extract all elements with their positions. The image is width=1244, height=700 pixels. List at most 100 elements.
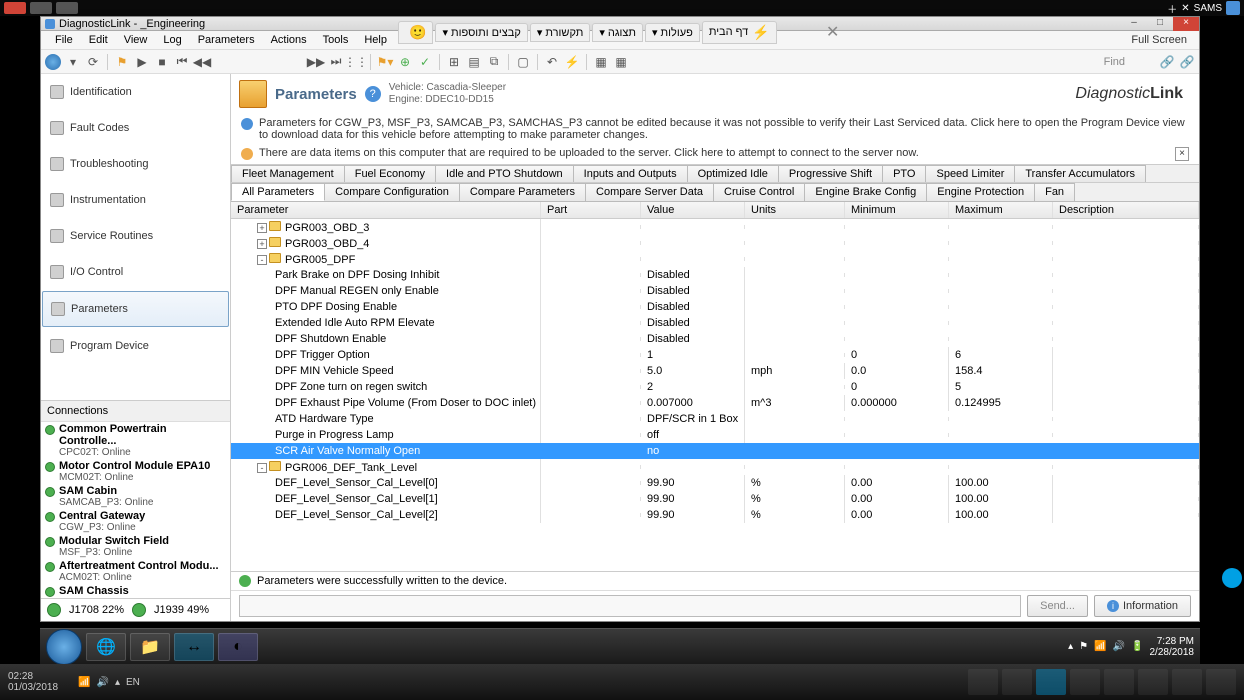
tray-net-icon[interactable]: 📶: [1094, 641, 1106, 652]
link-icon[interactable]: 🔗: [1159, 54, 1175, 70]
host-tb-2[interactable]: [1002, 669, 1032, 695]
tab-fan[interactable]: Fan: [1034, 183, 1075, 201]
connection-row[interactable]: Common Powertrain Controlle...CPC02T: On…: [41, 422, 230, 459]
tab-close-icon[interactable]: ✕: [826, 22, 839, 42]
information-button[interactable]: i Information: [1094, 595, 1191, 617]
expand-icon[interactable]: -: [257, 255, 267, 265]
tab-cruise-control[interactable]: Cruise Control: [713, 183, 805, 201]
expand-icon[interactable]: +: [257, 239, 267, 249]
find-box[interactable]: Find: [1104, 56, 1155, 68]
grid-row[interactable]: DEF_Level_Sensor_Cal_Level[0]99.90%0.001…: [231, 475, 1199, 491]
connection-row[interactable]: Aftertreatment Control Modu...ACM02T: On…: [41, 559, 230, 584]
menu-help[interactable]: Help: [356, 32, 395, 48]
host-net-icon[interactable]: 📶: [78, 677, 90, 688]
expand-icon[interactable]: +: [257, 223, 267, 233]
menu-parameters[interactable]: Parameters: [190, 32, 263, 48]
chip-icon[interactable]: ▦: [593, 54, 609, 70]
tray-vol-icon[interactable]: 🔊: [1113, 641, 1125, 652]
rewind-icon[interactable]: ⏮: [174, 54, 190, 70]
tab-transfer-accumulators[interactable]: Transfer Accumulators: [1014, 165, 1146, 182]
globe-icon[interactable]: [45, 54, 61, 70]
tab-engine-brake-config[interactable]: Engine Brake Config: [804, 183, 927, 201]
host-tb-1[interactable]: [968, 669, 998, 695]
host-tb-8[interactable]: [1206, 669, 1236, 695]
host-tb-4[interactable]: [1070, 669, 1100, 695]
system-tray[interactable]: ▴ ⚑ 📶 🔊 🔋 7:28 PM 2/28/2018: [1068, 636, 1194, 658]
browser-tab[interactable]: תצוגה ▾: [592, 23, 643, 42]
col-part[interactable]: Part: [541, 202, 641, 218]
host-tb-7[interactable]: [1172, 669, 1202, 695]
menu-log[interactable]: Log: [155, 32, 189, 48]
col-parameter[interactable]: Parameter: [231, 202, 541, 218]
tray-up-icon[interactable]: ▴: [1068, 641, 1073, 652]
tray-flag-icon[interactable]: ⚑: [1079, 641, 1088, 652]
taskbar-explorer[interactable]: 📁: [130, 633, 170, 661]
grid-row[interactable]: DPF Manual REGEN only EnableDisabled: [231, 283, 1199, 299]
alert-close[interactable]: ×: [1175, 147, 1189, 161]
menu-file[interactable]: File: [47, 32, 81, 48]
col-max[interactable]: Maximum: [949, 202, 1053, 218]
tray-clock[interactable]: 7:28 PM 2/28/2018: [1150, 636, 1195, 658]
undo-icon[interactable]: ↶: [544, 54, 560, 70]
tab-idle-and-pto-shutdown[interactable]: Idle and PTO Shutdown: [435, 165, 574, 182]
connection-row[interactable]: Modular Switch FieldMSF_P3: Online: [41, 534, 230, 559]
host-tb-6[interactable]: [1138, 669, 1168, 695]
grip-icon[interactable]: ⋮⋮: [348, 54, 364, 70]
grid-row[interactable]: +PGR003_OBD_3: [231, 219, 1199, 235]
next-icon[interactable]: ▶▶: [308, 54, 324, 70]
col-value[interactable]: Value: [641, 202, 745, 218]
col-units[interactable]: Units: [745, 202, 845, 218]
grid-row[interactable]: Purge in Progress Lampoff: [231, 427, 1199, 443]
teamviewer-badge[interactable]: [1222, 568, 1242, 588]
tab-fleet-management[interactable]: Fleet Management: [231, 165, 345, 182]
nav-troubleshooting[interactable]: Troubleshooting: [41, 146, 230, 182]
close-button[interactable]: ×: [1173, 17, 1199, 31]
stop-icon[interactable]: ■: [154, 54, 170, 70]
link2-icon[interactable]: 🔗: [1179, 54, 1195, 70]
connection-row[interactable]: SAM Chassis: [41, 584, 230, 598]
tab-fuel-economy[interactable]: Fuel Economy: [344, 165, 436, 182]
copy-icon[interactable]: ⧉: [486, 54, 502, 70]
window-icon[interactable]: ⊞: [446, 54, 462, 70]
tab-engine-protection[interactable]: Engine Protection: [926, 183, 1035, 201]
grid-row[interactable]: PTO DPF Dosing EnableDisabled: [231, 299, 1199, 315]
tab-compare-configuration[interactable]: Compare Configuration: [324, 183, 460, 201]
grid-row[interactable]: Extended Idle Auto RPM ElevateDisabled: [231, 315, 1199, 331]
parameter-grid[interactable]: Parameter Part Value Units Minimum Maxim…: [231, 202, 1199, 571]
host-tb-3[interactable]: [1036, 669, 1066, 695]
prev-icon[interactable]: ◀◀: [194, 54, 210, 70]
menu-edit[interactable]: Edit: [81, 32, 116, 48]
alert-warn[interactable]: There are data items on this computer th…: [231, 144, 1199, 164]
expand-icon[interactable]: -: [257, 463, 267, 473]
col-desc[interactable]: Description: [1053, 202, 1199, 218]
browser-tab[interactable]: תקשורת ▾: [530, 23, 590, 42]
nav-identification[interactable]: Identification: [41, 74, 230, 110]
play-icon[interactable]: ▶: [134, 54, 150, 70]
grid-row[interactable]: DPF MIN Vehicle Speed5.0mph0.0158.4: [231, 363, 1199, 379]
grid-row[interactable]: SCR Air Valve Normally Openno: [231, 443, 1199, 459]
menu-tools[interactable]: Tools: [315, 32, 357, 48]
connection-row[interactable]: Central GatewayCGW_P3: Online: [41, 509, 230, 534]
taskbar-ie[interactable]: 🌐: [86, 633, 126, 661]
ffwd-icon[interactable]: ⏭: [328, 54, 344, 70]
grid-row[interactable]: +PGR003_OBD_4: [231, 235, 1199, 251]
host-tb-5[interactable]: [1104, 669, 1134, 695]
grid-row[interactable]: DPF Shutdown EnableDisabled: [231, 331, 1199, 347]
menu-view[interactable]: View: [116, 32, 156, 48]
grid-row[interactable]: -PGR005_DPF: [231, 251, 1199, 267]
check-icon[interactable]: ✓: [417, 54, 433, 70]
host-lang[interactable]: EN: [126, 677, 140, 688]
host-vol-icon[interactable]: 🔊: [97, 677, 109, 688]
tab-optimized-idle[interactable]: Optimized Idle: [687, 165, 779, 182]
host-up-icon[interactable]: ▴: [115, 677, 120, 688]
grid-row[interactable]: DPF Exhaust Pipe Volume (From Doser to D…: [231, 395, 1199, 411]
browser-tab[interactable]: קבצים ותוספות ▾: [435, 23, 527, 42]
flag2-icon[interactable]: ⚑▾: [377, 54, 393, 70]
nav-instrumentation[interactable]: Instrumentation: [41, 182, 230, 218]
taskbar-app[interactable]: ◐: [218, 633, 258, 661]
start-button[interactable]: [46, 629, 82, 665]
nav-program-device[interactable]: Program Device: [41, 328, 230, 364]
browser-tab[interactable]: ⚡דף הבית: [702, 21, 777, 44]
nav-fault-codes[interactable]: Fault Codes: [41, 110, 230, 146]
connection-row[interactable]: SAM CabinSAMCAB_P3: Online: [41, 484, 230, 509]
